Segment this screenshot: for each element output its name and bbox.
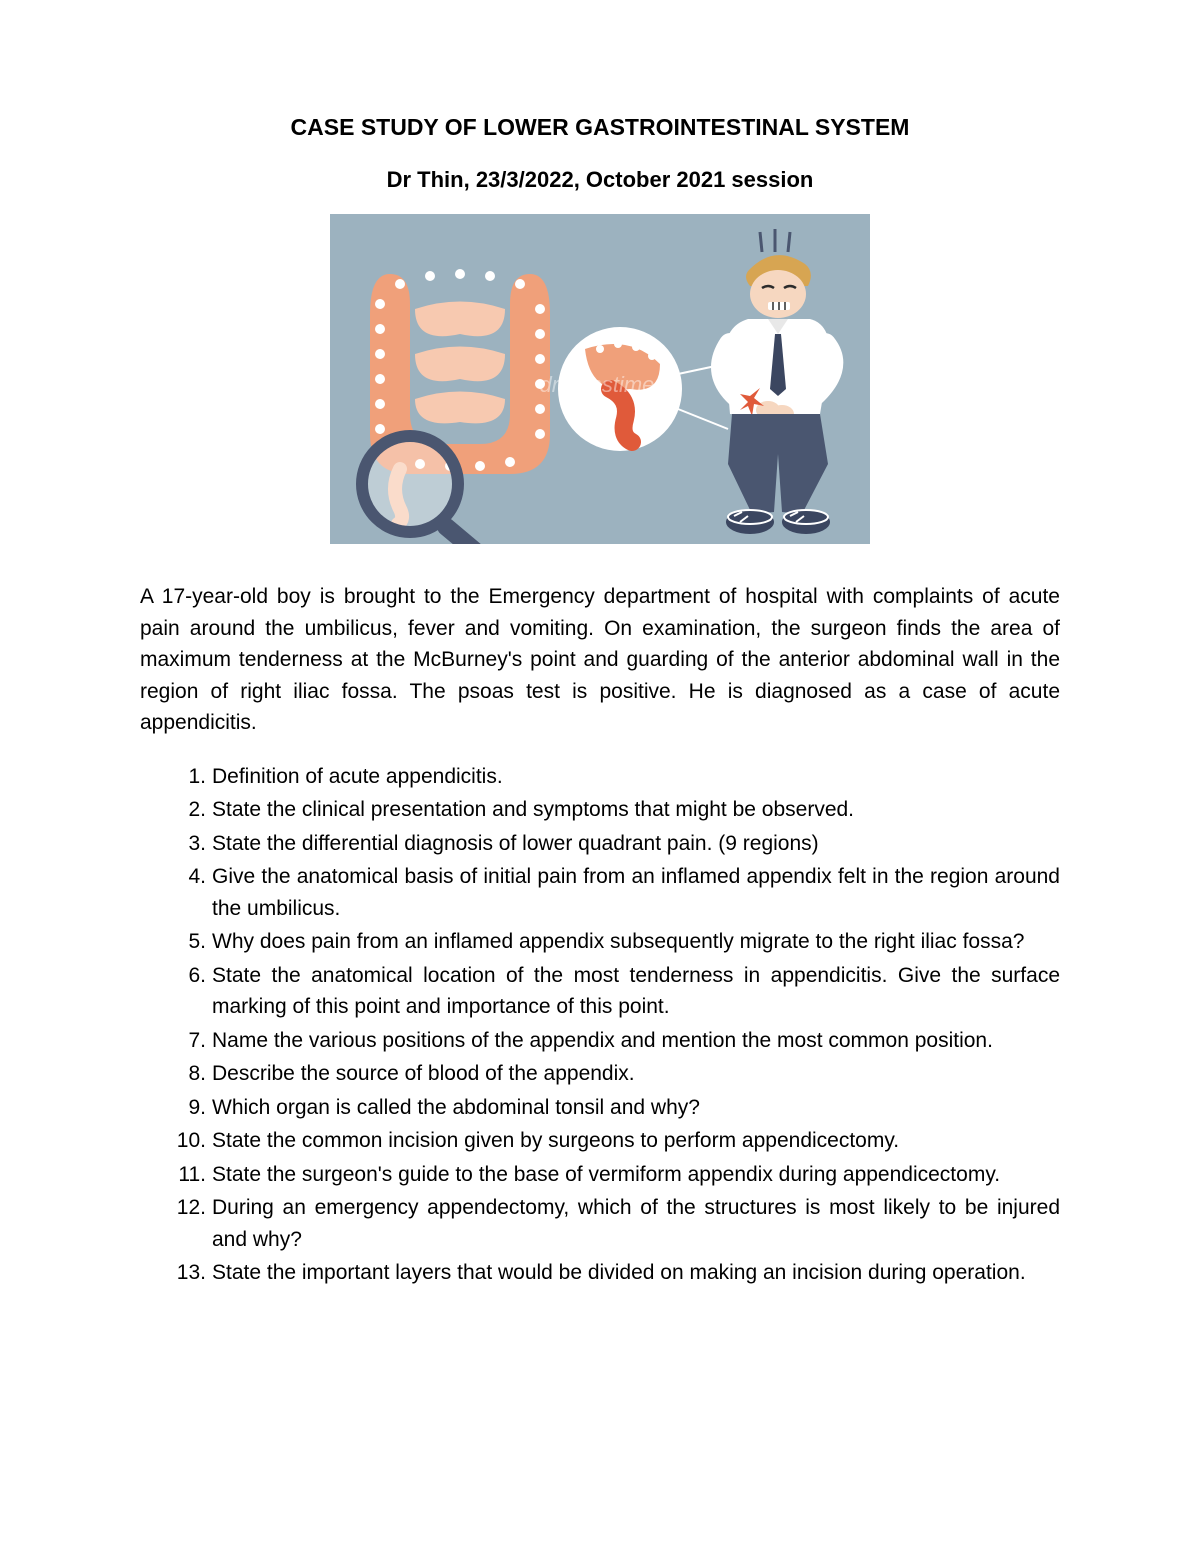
case-description: A 17-year-old boy is brought to the Emer… (140, 581, 1060, 739)
appendicitis-illustration: dreamstime. (330, 214, 870, 544)
list-item: State the clinical presentation and symp… (212, 794, 1060, 826)
list-item: State the important layers that would be… (212, 1257, 1060, 1289)
list-item: State the common incision given by surge… (212, 1125, 1060, 1157)
document-subtitle: Dr Thin, 23/3/2022, October 2021 session (140, 163, 1060, 196)
watermark-text: dreamstime. (539, 372, 660, 397)
illustration-svg: dreamstime. (330, 214, 870, 544)
list-item: Definition of acute appendicitis. (212, 761, 1060, 793)
list-item: State the anatomical location of the mos… (212, 960, 1060, 1023)
list-item: During an emergency appendectomy, which … (212, 1192, 1060, 1255)
list-item: Describe the source of blood of the appe… (212, 1058, 1060, 1090)
list-item: State the surgeon's guide to the base of… (212, 1159, 1060, 1191)
list-item: Name the various positions of the append… (212, 1025, 1060, 1057)
list-item: State the differential diagnosis of lowe… (212, 828, 1060, 860)
question-list: Definition of acute appendicitis. State … (140, 761, 1060, 1289)
illustration-container: dreamstime. (140, 214, 1060, 554)
document-title: CASE STUDY OF LOWER GASTROINTESTINAL SYS… (140, 110, 1060, 145)
list-item: Why does pain from an inflamed appendix … (212, 926, 1060, 958)
list-item: Give the anatomical basis of initial pai… (212, 861, 1060, 924)
list-item: Which organ is called the abdominal tons… (212, 1092, 1060, 1124)
